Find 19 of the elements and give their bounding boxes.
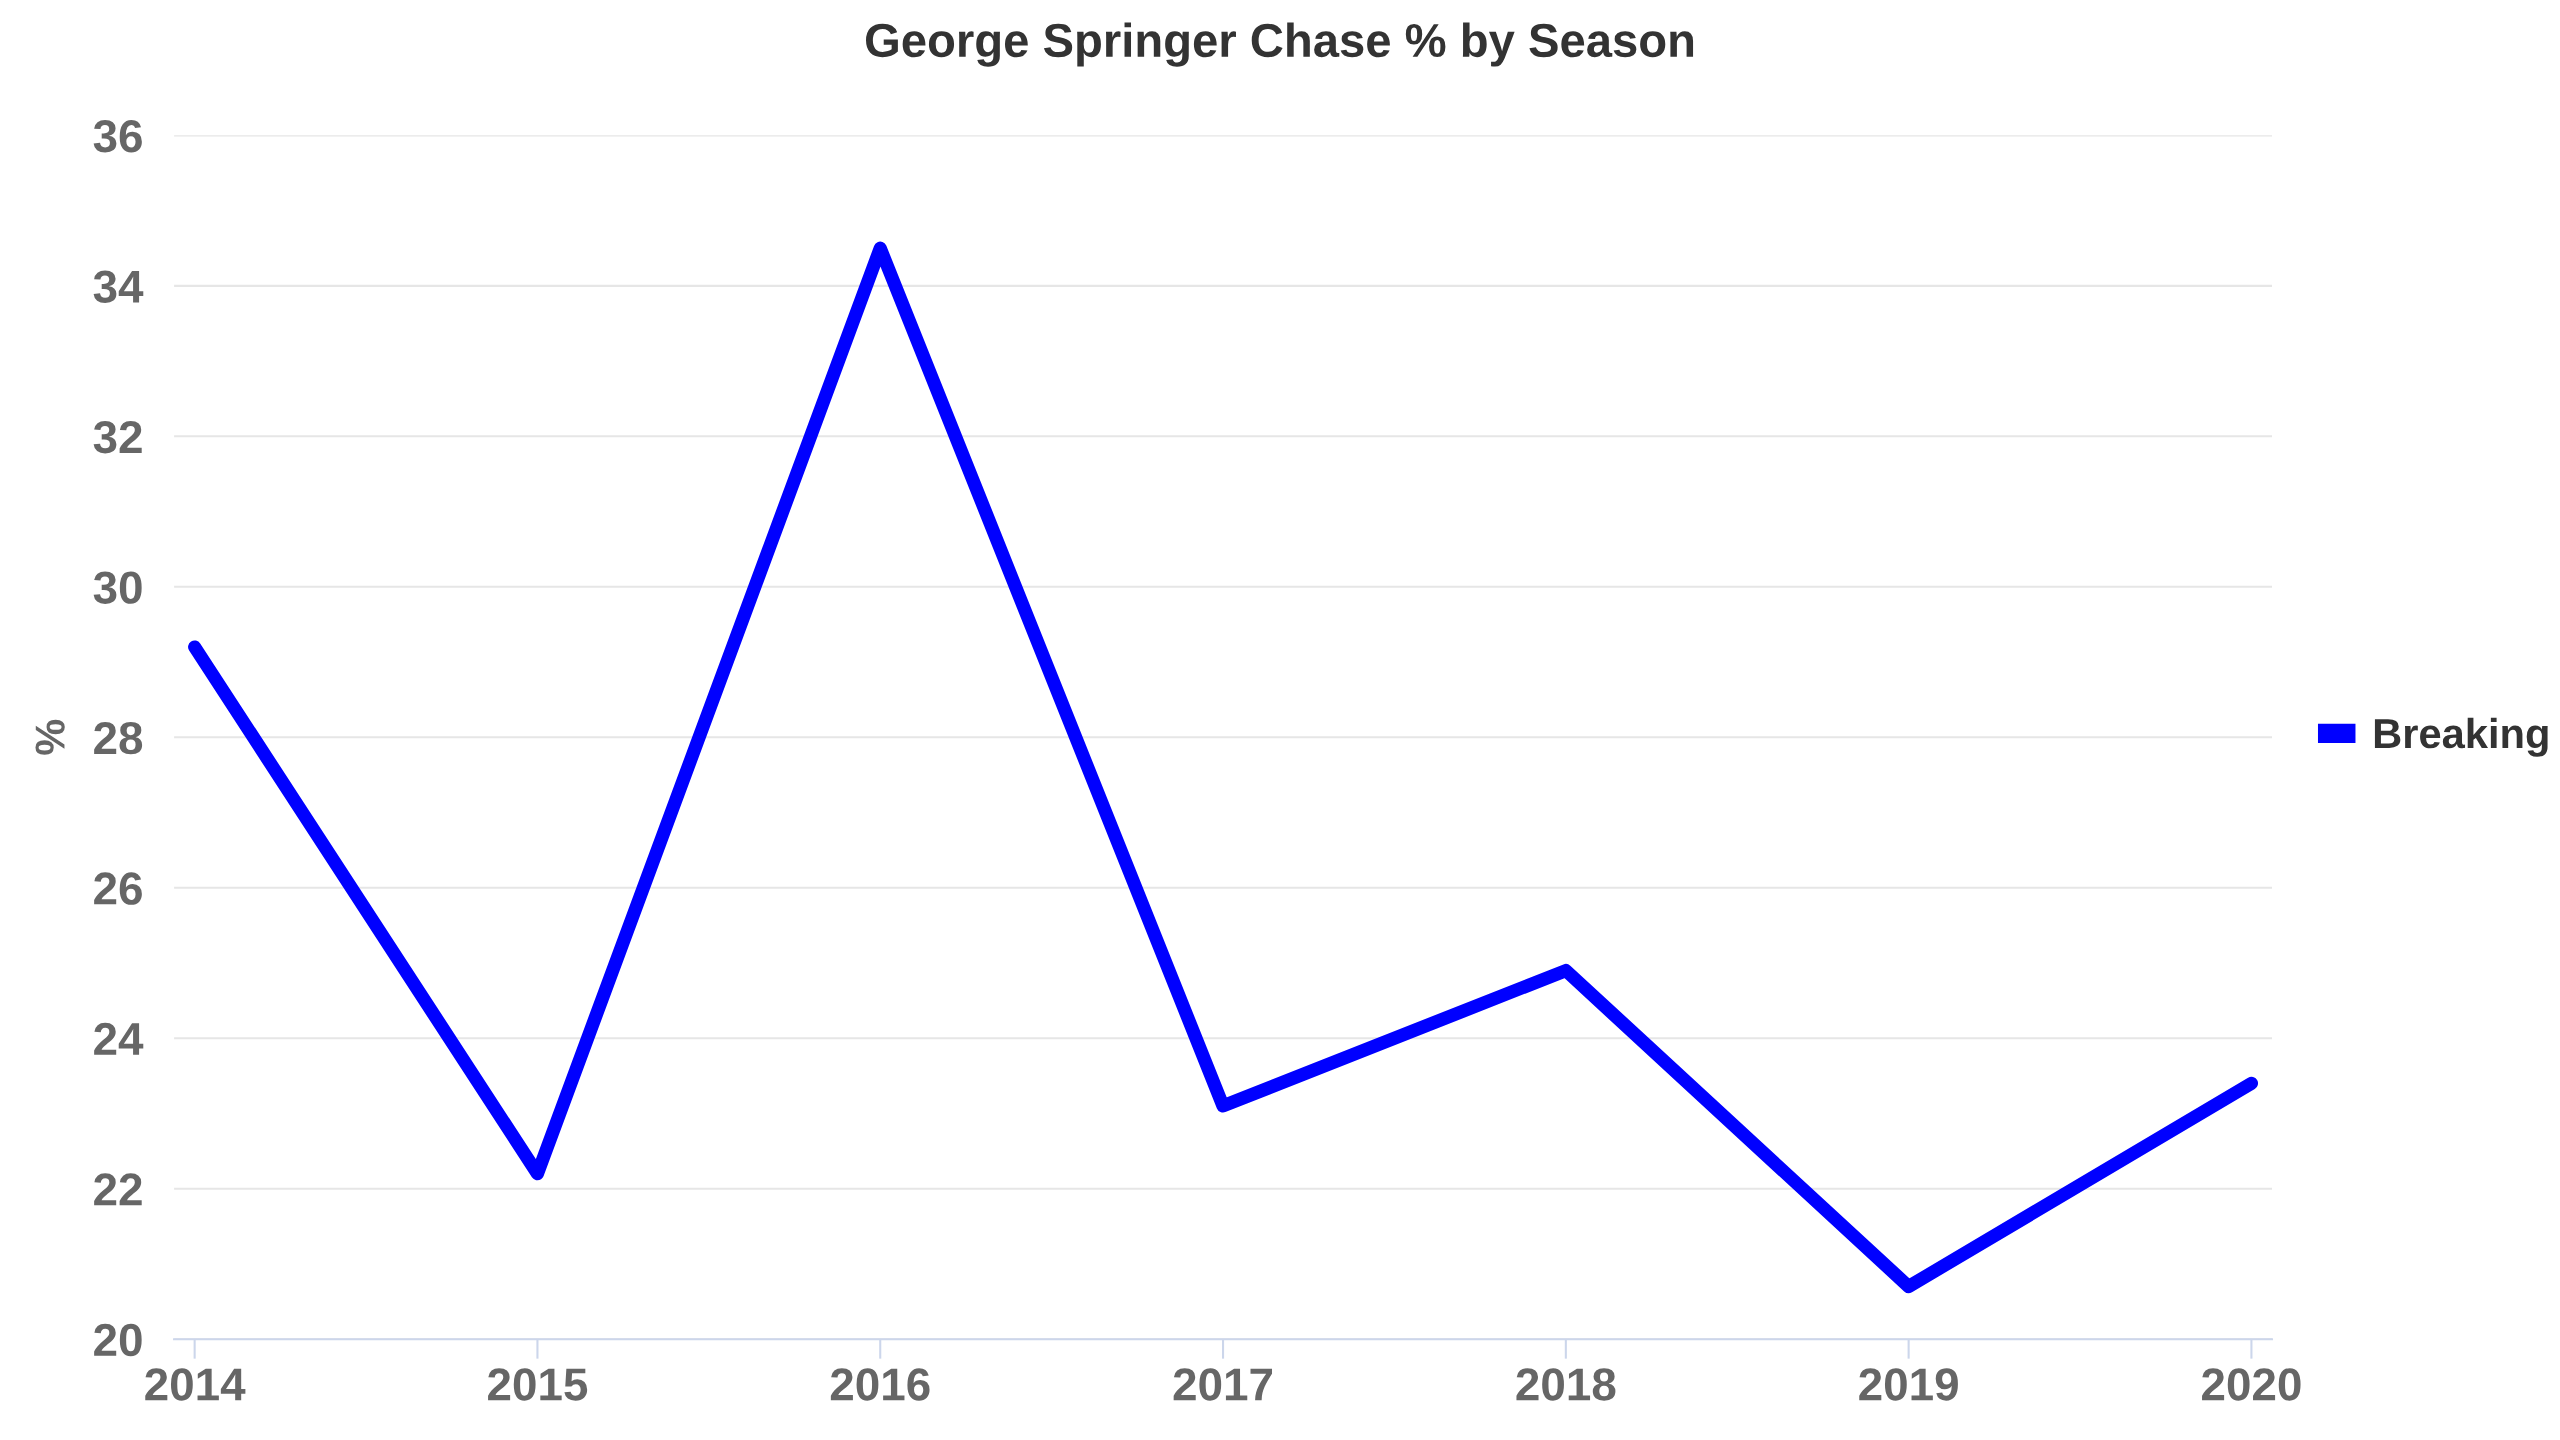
y-tick-label: 26 <box>94 872 142 905</box>
y-tick-label: 20 <box>94 1323 142 1357</box>
x-tick-label: 2016 <box>830 1368 930 1401</box>
y-tick-label: 22 <box>94 1173 142 1206</box>
legend-label: Breaking <box>2374 717 2548 757</box>
x-tick-label: 2017 <box>1173 1368 1273 1401</box>
x-tick-label: 2014 <box>145 1368 246 1401</box>
x-tick-label: 2020 <box>2202 1368 2301 1401</box>
x-tick-label: 2019 <box>1859 1368 1958 1401</box>
y-tick-label: 36 <box>93 119 142 153</box>
y-tick-label: 34 <box>93 270 144 303</box>
y-axis-title: % <box>35 719 65 755</box>
y-tick-label: 30 <box>93 571 142 604</box>
x-tick-label: 2015 <box>488 1368 588 1401</box>
x-tick-label: 2018 <box>1516 1368 1616 1401</box>
y-tick-label: 32 <box>93 420 142 454</box>
y-tick-label: 24 <box>94 1022 144 1055</box>
chart-title: George Springer Chase % by Season <box>866 22 1694 67</box>
y-tick-label: 28 <box>94 721 143 755</box>
